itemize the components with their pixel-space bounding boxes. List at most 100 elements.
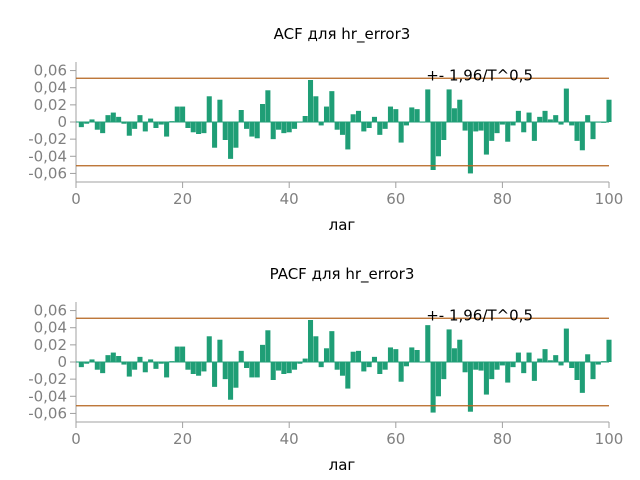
acf-bar <box>265 90 271 122</box>
pacf-bar <box>260 344 266 362</box>
pacf-bar <box>228 362 234 400</box>
acf-bar <box>510 122 516 126</box>
acf-bar <box>531 122 537 141</box>
pacf-bar <box>579 362 585 393</box>
acf-bar <box>606 99 612 122</box>
acf-bar <box>132 122 138 129</box>
acf-bar <box>457 99 463 122</box>
acf-bar <box>121 122 127 124</box>
acf-bar <box>318 122 324 126</box>
pacf-bar <box>414 350 420 362</box>
pacf-bar <box>276 362 282 371</box>
pacf-bar <box>84 362 90 364</box>
acf-bar <box>276 122 282 130</box>
pacf-bar <box>574 362 580 380</box>
pacf-bar <box>174 346 180 362</box>
acf-x-tick-label: 80 <box>493 190 512 208</box>
acf-bar <box>169 121 175 122</box>
acf-x-tick-label: 0 <box>71 190 81 208</box>
pacf-bar <box>419 362 425 363</box>
acf-bar <box>339 122 346 135</box>
pacf-bar <box>105 355 111 362</box>
pacf-bar <box>585 354 591 362</box>
pacf-bar <box>137 356 143 362</box>
pacf-bar <box>542 349 548 362</box>
pacf-bar <box>425 325 431 362</box>
acf-bar <box>233 122 239 148</box>
pacf-bar <box>553 355 559 362</box>
acf-bar <box>441 122 447 140</box>
acf-bar <box>371 116 378 122</box>
pacf-bar <box>430 362 436 413</box>
pacf-bar <box>361 362 367 372</box>
pacf-bar <box>323 348 330 362</box>
pacf-bar <box>398 362 404 382</box>
pacf-bar <box>185 362 191 370</box>
acf-y-tick-label: -0,04 <box>28 147 67 165</box>
pacf-bar <box>329 331 335 362</box>
acf-bar <box>281 122 287 134</box>
pacf-bar <box>441 362 447 380</box>
acf-bar <box>585 115 591 122</box>
acf-band-label: +- 1,96/T^0,5 <box>426 66 533 84</box>
pacf-bar <box>521 362 527 374</box>
acf-bar <box>334 122 340 130</box>
acf-bar <box>84 122 90 124</box>
pacf-bar <box>233 362 239 388</box>
pacf-bar <box>601 361 607 362</box>
acf-bar <box>473 122 479 132</box>
acf-bar <box>137 115 143 122</box>
pacf-bar <box>254 362 260 378</box>
acf-bar <box>542 110 548 122</box>
pacf-bar <box>318 362 324 368</box>
acf-bar <box>574 122 580 141</box>
pacf-y-tick-label: 0 <box>57 353 67 371</box>
acf-bar <box>190 122 196 133</box>
pacf-bar <box>78 362 84 368</box>
pacf-bar <box>100 362 106 374</box>
acf-bar <box>185 122 191 128</box>
pacf-bar <box>595 362 601 365</box>
pacf-bar <box>382 362 388 370</box>
acf-x-tick-label: 40 <box>280 190 299 208</box>
acf-bar <box>398 122 404 143</box>
acf-bar <box>254 122 260 139</box>
pacf-bar <box>355 350 362 362</box>
pacf-bar <box>206 336 212 362</box>
pacf-bar <box>302 358 308 362</box>
pacf-x-tick-label: 60 <box>386 430 405 448</box>
acf-bar <box>521 122 527 133</box>
pacf-bar <box>489 362 495 380</box>
acf-bar <box>462 122 468 131</box>
acf-bar <box>142 122 148 132</box>
acf-bar <box>174 106 180 122</box>
pacf-bar <box>494 362 500 370</box>
acf-bar <box>526 112 532 122</box>
pacf-bar <box>569 362 575 368</box>
acf-bar <box>579 122 585 151</box>
acf-bar <box>153 122 159 128</box>
pacf-x-tick-label: 0 <box>71 430 81 448</box>
pacf-bar <box>366 362 372 368</box>
acf-x-tick-label: 100 <box>595 190 624 208</box>
pacf-bar <box>563 328 569 362</box>
acf-bar <box>249 122 255 137</box>
acf-bar <box>553 115 559 122</box>
pacf-title: PACF для hr_error3 <box>270 265 415 284</box>
acf-y-tick-label: -0,02 <box>28 130 67 148</box>
pacf-bar <box>94 362 100 370</box>
acf-bar <box>515 110 521 122</box>
pacf-bar <box>180 346 186 362</box>
acf-bar <box>446 89 452 122</box>
pacf-bar <box>89 359 95 362</box>
pacf-bar <box>169 361 175 362</box>
pacf-bar <box>164 362 170 378</box>
acf-bar <box>228 122 234 159</box>
pacf-band-label: +- 1,96/T^0,5 <box>426 306 533 324</box>
acf-bar <box>323 106 330 122</box>
acf-bar <box>238 110 244 122</box>
pacf-y-tick-label: 0,04 <box>34 319 67 337</box>
acf-x-tick-label: 20 <box>173 190 192 208</box>
acf-bar <box>201 122 207 134</box>
pacf-bar <box>387 347 394 362</box>
